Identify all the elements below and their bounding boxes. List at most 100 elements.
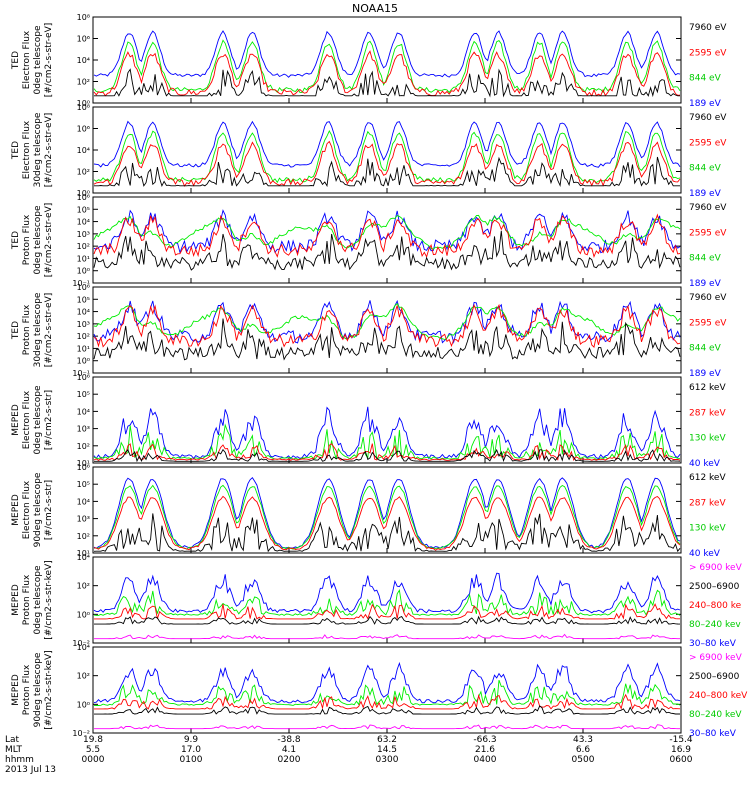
legend-entry: 287 keV xyxy=(689,498,726,508)
y-tick-label: 10¹ xyxy=(77,459,90,468)
series-line-green xyxy=(93,39,681,94)
legend-entry: 130 keV xyxy=(689,434,726,444)
y-tick-label: 10³ xyxy=(77,515,90,524)
series-line-green xyxy=(93,303,681,340)
series-line-green xyxy=(93,130,681,184)
y-axis-label-line: Electron Flux xyxy=(22,120,32,179)
series-line-black xyxy=(93,318,681,361)
y-axis-label-line: MEPED xyxy=(11,584,21,616)
legend-entry: 40 keV xyxy=(689,549,721,559)
y-axis-label-line: Electron Flux xyxy=(22,30,32,89)
panel-8: 10⁻² 10⁰ 10² 10⁴ MEPED Proton Flux 90deg teles… xyxy=(11,643,748,739)
legend-entry: 189 eV xyxy=(689,99,722,109)
y-tick-label: 10⁰ xyxy=(77,267,90,276)
y-tick-label: 10² xyxy=(77,242,90,251)
y-tick-label: 10⁵ xyxy=(77,295,90,304)
legend-entry: 130 keV xyxy=(689,524,726,534)
y-axis-label-line: TED xyxy=(11,51,21,70)
y-axis-label-line: TED xyxy=(11,321,21,340)
legend-entry: > 6900 keV xyxy=(689,653,743,663)
legend-entry: 40 keV xyxy=(689,459,721,469)
y-axis-label-line: Proton Flux xyxy=(22,304,32,355)
series-line-red xyxy=(93,213,681,259)
y-axis-label-line: [#/cm2-s-str] xyxy=(44,480,54,540)
panel-4: 10⁻¹ 10⁰ 10¹ 10² 10³ 10⁴ 10⁵ 10⁶ TED Proton Flux 3… xyxy=(11,283,727,379)
y-axis-label-line: 0deg telescope xyxy=(33,565,43,635)
y-axis-label-line: 90deg telescope xyxy=(33,652,43,727)
panel-frame xyxy=(92,646,682,734)
y-tick-label: 10² xyxy=(77,582,90,591)
footer-value: 4.1 xyxy=(282,745,296,755)
legend-entry: 612 keV xyxy=(689,383,726,393)
y-axis-label-line: TED xyxy=(11,231,21,250)
y-axis-label-line: TED xyxy=(11,141,21,160)
series-line-blue xyxy=(93,477,681,549)
y-axis-label-line: [#/cm2-s-str-eV] xyxy=(44,203,54,278)
y-axis-label-line: [#/cm2-s-str-keV] xyxy=(44,650,54,729)
legend-entry: 7960 eV xyxy=(689,113,727,123)
footer-value: 19.8 xyxy=(83,735,103,745)
footer-value: 0100 xyxy=(180,755,203,765)
panel-5: 10¹ 10² 10³ 10⁴ 10⁵ 10⁶ MEPED Electron Flux 0deg… xyxy=(11,373,726,469)
footer-value: 14.5 xyxy=(377,745,397,755)
panel-3: 10⁻¹ 10⁰ 10¹ 10² 10³ 10⁴ 10⁵ 10⁶ TED Proton Flux 0… xyxy=(11,193,727,289)
series-line-red xyxy=(93,140,681,187)
y-tick-label: 10⁶ xyxy=(77,463,90,472)
y-tick-label: 10² xyxy=(77,332,90,341)
y-tick-label: 10⁰ xyxy=(77,189,90,198)
y-tick-label: 10¹ xyxy=(77,344,90,353)
y-axis-label-line: 30deg telescope xyxy=(33,112,43,187)
panel-2: 10⁰ 10² 10⁴ 10⁶ 10⁸ TED Electron Flux 30deg tel… xyxy=(11,103,727,199)
footer-value: 63.2 xyxy=(377,735,397,745)
time-axis-footer: Lat 19.8 9.9 -38.8 63.2 -66.3 43.3 -15.4 MLT 5.5 1… xyxy=(5,735,693,775)
y-axis-label-line: 30deg telescope xyxy=(33,292,43,367)
y-axis-label-line: Proton Flux xyxy=(22,574,32,625)
panel-7: 10⁻² 10⁰ 10² 10⁴ MEPED Proton Flux 0deg telesc… xyxy=(11,553,743,649)
footer-value: 9.9 xyxy=(184,735,199,745)
footer-value: 17.0 xyxy=(181,745,201,755)
legend-entry: 2500–6900 xyxy=(689,672,740,682)
figure-title: NOAA15 xyxy=(352,2,398,15)
series-line-green xyxy=(93,589,681,616)
legend-entry: 844 eV xyxy=(689,344,722,354)
series-line-red xyxy=(93,495,681,551)
series-line-magenta xyxy=(94,633,680,640)
y-tick-label: 10² xyxy=(77,532,90,541)
legend-entry: 189 eV xyxy=(689,369,722,379)
legend-entry: 844 eV xyxy=(689,74,722,84)
series-line-magenta xyxy=(94,724,680,730)
series-line-green xyxy=(93,484,681,550)
y-tick-label: 10³ xyxy=(77,320,90,329)
y-tick-label: 10⁵ xyxy=(77,390,90,399)
y-tick-label: 10⁴ xyxy=(77,643,90,652)
series-line-blue xyxy=(93,299,681,344)
y-tick-label: 10⁻¹ xyxy=(72,369,90,378)
footer-value: 0000 xyxy=(82,755,105,765)
y-tick-label: 10⁻² xyxy=(72,729,90,738)
series-line-red xyxy=(93,303,681,348)
legend-entry: 2595 eV xyxy=(689,318,727,328)
series-line-black xyxy=(94,448,681,463)
y-tick-label: 10⁸ xyxy=(77,103,90,112)
footer-value: -38.8 xyxy=(277,735,301,745)
series-line-black xyxy=(94,705,680,715)
y-tick-label: 10⁰ xyxy=(77,357,90,366)
y-tick-label: 10² xyxy=(77,168,90,177)
legend-entry: 240–800 ke xyxy=(689,601,742,611)
series-line-black xyxy=(94,68,680,98)
legend-entry: 2595 eV xyxy=(689,228,727,238)
series-line-blue xyxy=(93,406,681,460)
legend-entry: 30–80 keV xyxy=(689,639,737,649)
y-tick-label: 10⁵ xyxy=(77,205,90,214)
legend-entry: 844 eV xyxy=(689,164,722,174)
y-tick-label: 10⁴ xyxy=(77,407,90,416)
panel-1: 10⁰ 10² 10⁴ 10⁶ 10⁸ TED Electron Flux 0deg tele… xyxy=(11,13,727,109)
y-tick-label: 10⁰ xyxy=(77,99,90,108)
footer-value: 6.6 xyxy=(576,745,591,755)
y-tick-label: 10⁸ xyxy=(77,13,90,22)
y-axis-label-line: MEPED xyxy=(11,674,21,706)
y-tick-label: 10⁰ xyxy=(77,700,90,709)
